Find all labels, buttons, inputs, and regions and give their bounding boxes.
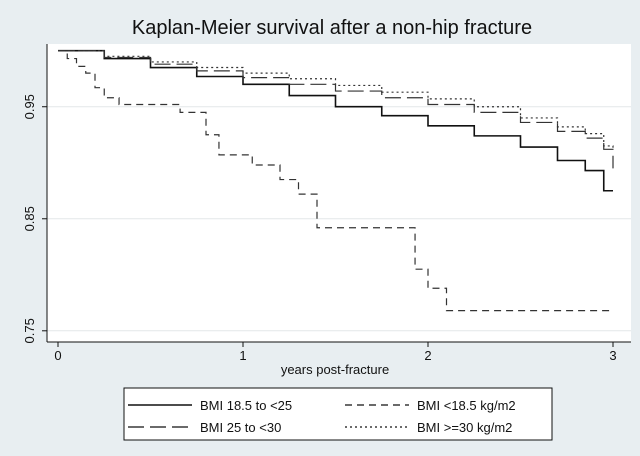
x-ticks: 0 1 2 3 [54,342,617,363]
legend-box [123,387,553,441]
series-line-2 [58,50,614,169]
legend-label-1: BMI <18.5 kg/m2 [417,398,516,413]
series-line-0 [58,49,613,192]
legend: BMI 18.5 to <25 BMI <18.5 kg/m2 BMI 25 to … [128,398,516,435]
legend-label-0: BMI 18.5 to <25 [200,398,292,413]
legend-label-2: BMI 25 to <30 [200,420,281,435]
chart-title: Kaplan-Meier survival after a non-hip fr… [132,17,532,39]
y-tick-label-0: 0.75 [22,318,37,343]
y-tick-label-1: 0.85 [22,206,37,231]
series-lines [58,49,614,312]
plot-area [47,44,631,342]
series-line-1 [58,50,613,312]
y-tick-label-2: 0.95 [22,94,37,119]
legend-label-3: BMI >=30 kg/m2 [417,420,512,435]
series-line-3 [58,50,614,150]
x-axis-title: years post-fracture [281,362,389,377]
y-ticks: 0.75 0.85 0.95 [22,94,47,343]
x-tick-label-2: 2 [424,348,431,363]
x-tick-label-0: 0 [54,348,61,363]
x-tick-label-3: 3 [609,348,616,363]
axes [46,44,631,343]
x-tick-label-1: 1 [239,348,246,363]
